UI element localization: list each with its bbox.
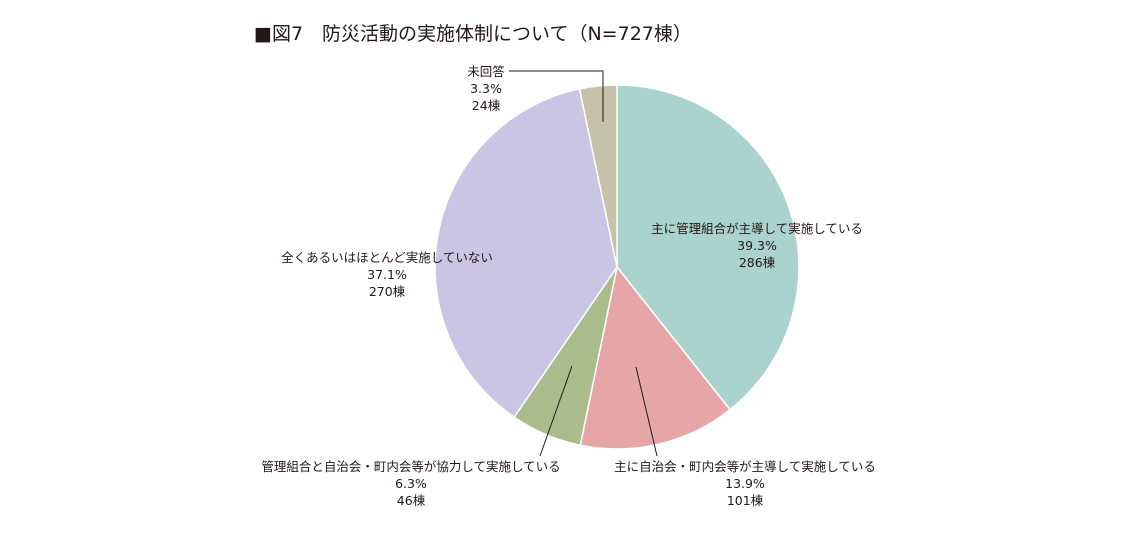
slice-percent-label: 3.3% <box>470 81 502 96</box>
slice-count-label: 24棟 <box>472 98 501 113</box>
slice-name-label: 主に自治会・町内会等が主導して実施している <box>614 459 876 474</box>
chart-title: ■図7 防災活動の実施体制について（N=727棟） <box>254 23 692 45</box>
slice-count-label: 46棟 <box>397 493 426 508</box>
slice-percent-label: 13.9% <box>725 476 765 491</box>
slice-count-label: 270棟 <box>369 284 406 299</box>
slice-percent-label: 6.3% <box>395 476 427 491</box>
slice-count-label: 286棟 <box>739 255 776 270</box>
slice-name-label: 管理組合と自治会・町内会等が協力して実施している <box>261 459 560 474</box>
pie-slice-4 <box>434 88 618 419</box>
slice-percent-label: 39.3% <box>737 238 777 253</box>
leader-lines <box>509 70 658 457</box>
pie-slice-2 <box>579 265 732 450</box>
slice-count-label: 101棟 <box>727 493 764 508</box>
slice-percent-label: 37.1% <box>367 267 407 282</box>
slice-name-label: 全くあるいはほとんど実施していない <box>281 250 493 265</box>
pie-slice-1 <box>616 84 800 411</box>
slice-name-label: 主に管理組合が主導して実施している <box>651 221 863 236</box>
slice-name-label: 未回答 <box>467 64 505 79</box>
pie-slices <box>434 84 800 450</box>
pie-slice-5 <box>578 84 618 268</box>
slice-label-5: 未回答 3.3% 24棟 <box>467 64 505 113</box>
slice-label-3: 管理組合と自治会・町内会等が協力して実施している 6.3% 46棟 <box>261 459 560 508</box>
slice-label-1: 主に管理組合が主導して実施している 39.3% 286棟 <box>651 221 863 270</box>
slice-labels: 主に管理組合が主導して実施している 39.3% 286棟主に自治会・町内会等が主導し… <box>261 64 876 508</box>
slice-label-2: 主に自治会・町内会等が主導して実施している 13.9% 101棟 <box>614 459 876 508</box>
leader-line-5 <box>509 70 604 122</box>
leader-line-2 <box>635 366 658 457</box>
leader-line-3 <box>539 365 573 457</box>
slice-label-4: 全くあるいはほとんど実施していない 37.1% 270棟 <box>281 250 493 299</box>
